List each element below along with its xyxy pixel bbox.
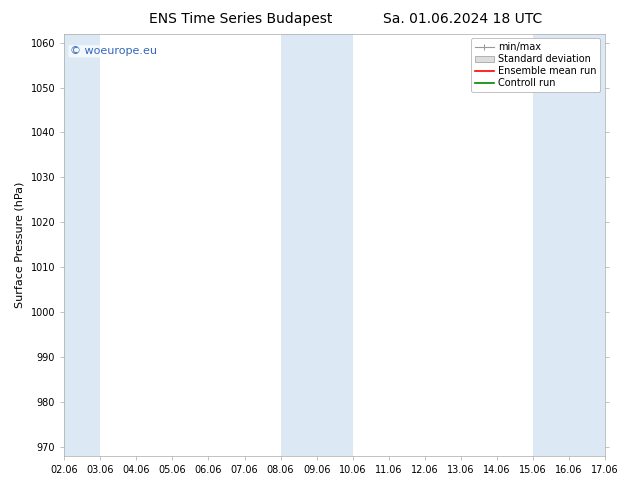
Bar — [281, 34, 353, 456]
Bar — [64, 34, 100, 456]
Legend: min/max, Standard deviation, Ensemble mean run, Controll run: min/max, Standard deviation, Ensemble me… — [470, 39, 600, 92]
Bar — [533, 34, 605, 456]
Y-axis label: Surface Pressure (hPa): Surface Pressure (hPa) — [15, 182, 25, 308]
Text: © woeurope.eu: © woeurope.eu — [70, 46, 157, 56]
Text: ENS Time Series Budapest: ENS Time Series Budapest — [149, 12, 333, 26]
Text: Sa. 01.06.2024 18 UTC: Sa. 01.06.2024 18 UTC — [383, 12, 543, 26]
